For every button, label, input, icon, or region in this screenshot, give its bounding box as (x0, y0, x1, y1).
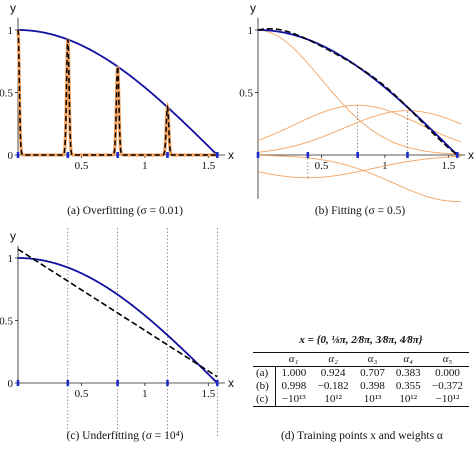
fit-line (17, 248, 218, 378)
table-header-cell: α₂ (311, 352, 355, 367)
x-tick-label: 1.5 (201, 160, 215, 172)
training-point (166, 152, 169, 158)
table-cell: 0.707 (360, 367, 385, 379)
y-tick-label: 0.5 (0, 316, 14, 328)
x-tick-label: 0.5 (75, 388, 89, 400)
weights-table-grid: α₁ α₂ α₃ α₄ α₅ (a) 1.000 0.924 0.707 0.3… (253, 352, 469, 407)
fit-curve-halo (16, 29, 218, 157)
y-tick-label: 1 (248, 25, 254, 37)
table-cell: 0.924 (320, 367, 346, 379)
x-axis-label: x (228, 148, 234, 162)
x-axis-label: x (468, 148, 474, 162)
training-point (116, 380, 119, 386)
basis-curve (257, 110, 462, 153)
table-cell: −10¹³ (275, 393, 312, 407)
table-header-row: α₁ α₂ α₃ α₄ α₅ (253, 352, 469, 367)
table-cell: 10¹² (390, 393, 427, 407)
training-point (166, 380, 169, 386)
table-cell: (c) (253, 393, 276, 407)
y-tick-label: 0.5 (239, 88, 253, 100)
x-tick-label: 1 (142, 160, 148, 172)
table-header-cell: α₅ (426, 352, 469, 367)
training-point (256, 152, 260, 158)
table-cell: −10¹² (426, 393, 469, 407)
table-row: (b) 0.998 −0.182 0.398 0.355 −0.372 (253, 380, 469, 393)
table-header-cell (253, 352, 276, 367)
caption-c: (c) Underfitting (σ = 10⁴) (66, 430, 184, 442)
table-cell: (b) (253, 380, 276, 393)
x-tick-label: 0.5 (315, 160, 329, 172)
table-cell: 1.000 (281, 367, 307, 379)
caption-b: (b) Fitting (σ = 0.5) (314, 205, 406, 217)
fit-curve (17, 29, 218, 156)
training-point (306, 152, 310, 158)
basis-curve (257, 154, 462, 202)
table-header-cell: α₄ (390, 352, 427, 367)
target-curve (17, 257, 218, 384)
training-point (66, 152, 70, 158)
table-cell: 0.355 (395, 380, 421, 392)
table-header-cell: α₃ (354, 352, 391, 367)
table-cell: 0.383 (395, 367, 421, 379)
training-point (116, 152, 119, 158)
training-point (16, 152, 20, 158)
basis-curve (257, 155, 462, 179)
y-tick-label: 1 (8, 25, 14, 37)
training-point (215, 152, 219, 158)
table-cell: −0.182 (317, 380, 349, 392)
y-tick-label: 0 (8, 378, 14, 390)
x-tick-label: 1 (142, 388, 148, 400)
basis-curve (257, 29, 462, 155)
y-axis-label: y (10, 229, 16, 243)
table-cell: 0.998 (281, 380, 307, 392)
table-row: (a) 1.000 0.924 0.707 0.383 0.000 (253, 366, 469, 380)
x-tick-label: 1.5 (201, 388, 215, 400)
x-tick-label: 1.5 (441, 160, 455, 172)
table-cell: 0.398 (360, 380, 385, 392)
caption-a: (a) Overfitting (σ = 0.01) (67, 205, 183, 217)
panel-overfitting: y x 0.5 1 1.5 0 0.5 1 (0, 1, 234, 172)
basis-curve (257, 104, 462, 143)
y-axis-label: y (10, 1, 16, 15)
caption-d: (d) Training points x and weights α (281, 430, 443, 442)
training-point (356, 152, 359, 158)
table-cell: (a) (253, 366, 276, 380)
x-tick-label: 0.5 (75, 160, 89, 172)
y-tick-label: 0.5 (0, 88, 14, 100)
training-point (215, 380, 219, 386)
table-row: (c) −10¹³ 10¹² 10¹³ 10¹² −10¹² (253, 393, 469, 407)
table-cell: −0.372 (432, 380, 463, 392)
table-header-cell: α₁ (275, 352, 312, 367)
fit-curve (257, 27, 458, 156)
y-tick-label: 0 (8, 150, 14, 162)
table-cell: 0.000 (435, 367, 460, 379)
training-points-formula: x = {0, ⅛π, 2⁄8π, 3⁄8π, 4⁄8π} (299, 334, 423, 346)
x-axis-label: x (228, 376, 234, 390)
y-tick-label: 1 (8, 253, 14, 265)
panel-fitting: yx0.5 1 1.50.51 (239, 1, 474, 202)
training-point (16, 380, 20, 386)
training-point (455, 152, 459, 158)
table-cell: 10¹² (311, 393, 355, 407)
y-axis-label: y (250, 1, 256, 15)
training-point (66, 380, 70, 386)
weights-table: x = {0, ⅛π, 2⁄8π, 3⁄8π, 4⁄8π} α₁ α₂ α₃ α… (253, 334, 469, 407)
training-point (406, 152, 409, 158)
panel-underfitting: y x 0.5 1 1.5 0 0.5 1 (0, 228, 234, 438)
table-cell: 10¹³ (354, 393, 391, 407)
